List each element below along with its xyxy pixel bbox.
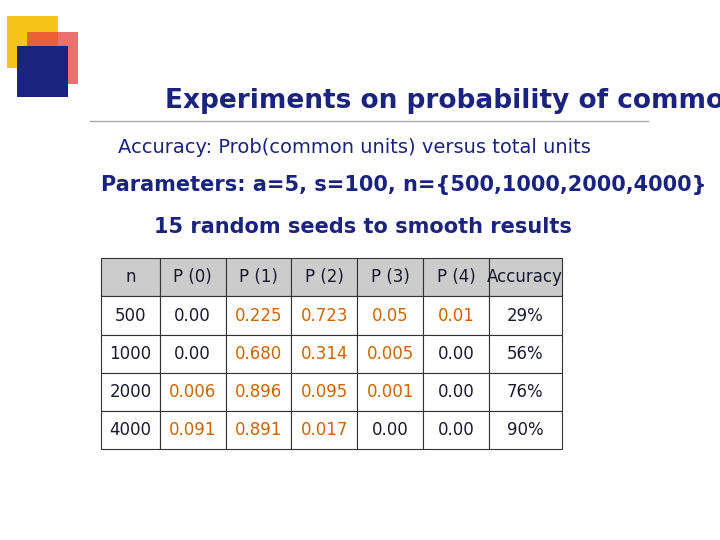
Bar xyxy=(101,373,160,411)
Bar xyxy=(357,373,423,411)
Text: 0.314: 0.314 xyxy=(301,345,348,363)
Bar xyxy=(292,296,357,335)
Text: 0.01: 0.01 xyxy=(438,307,474,325)
Text: P (3): P (3) xyxy=(371,268,410,286)
Bar xyxy=(423,258,489,296)
Bar xyxy=(101,335,160,373)
Bar xyxy=(225,296,292,335)
Text: 0.005: 0.005 xyxy=(366,345,414,363)
Text: 0.006: 0.006 xyxy=(169,383,216,401)
Bar xyxy=(160,258,225,296)
Bar xyxy=(292,411,357,449)
Bar xyxy=(160,296,225,335)
Text: 0.896: 0.896 xyxy=(235,383,282,401)
Bar xyxy=(489,373,562,411)
Text: 0.091: 0.091 xyxy=(169,421,216,439)
Text: 0.00: 0.00 xyxy=(438,383,474,401)
Text: 0.00: 0.00 xyxy=(174,307,211,325)
Bar xyxy=(357,411,423,449)
Text: Accuracy: Accuracy xyxy=(487,268,563,286)
Text: 2000: 2000 xyxy=(109,383,151,401)
Text: 1000: 1000 xyxy=(109,345,151,363)
Text: 29%: 29% xyxy=(507,307,544,325)
Bar xyxy=(225,258,292,296)
Bar xyxy=(423,411,489,449)
Bar xyxy=(160,373,225,411)
Bar xyxy=(489,258,562,296)
Bar xyxy=(160,335,225,373)
Text: 56%: 56% xyxy=(507,345,544,363)
Bar xyxy=(225,411,292,449)
Text: 0.723: 0.723 xyxy=(301,307,348,325)
Bar xyxy=(357,335,423,373)
Text: 0.095: 0.095 xyxy=(301,383,348,401)
Bar xyxy=(292,335,357,373)
Text: 90%: 90% xyxy=(507,421,544,439)
Bar xyxy=(101,411,160,449)
Text: 500: 500 xyxy=(114,307,146,325)
Bar xyxy=(357,296,423,335)
Text: 0.001: 0.001 xyxy=(366,383,414,401)
Text: 0.00: 0.00 xyxy=(438,345,474,363)
Bar xyxy=(292,258,357,296)
Bar xyxy=(489,335,562,373)
Text: 15 random seeds to smooth results: 15 random seeds to smooth results xyxy=(154,217,572,237)
Bar xyxy=(357,258,423,296)
Bar xyxy=(423,296,489,335)
Bar xyxy=(489,296,562,335)
Text: 0.891: 0.891 xyxy=(235,421,282,439)
Text: Accuracy: Prob(common units) versus total units: Accuracy: Prob(common units) versus tota… xyxy=(118,138,591,157)
Bar xyxy=(160,411,225,449)
Text: 0.00: 0.00 xyxy=(174,345,211,363)
Bar xyxy=(225,373,292,411)
Text: P (2): P (2) xyxy=(305,268,343,286)
Text: 0.017: 0.017 xyxy=(301,421,348,439)
Text: 0.05: 0.05 xyxy=(372,307,408,325)
Bar xyxy=(225,335,292,373)
Bar xyxy=(423,335,489,373)
Text: Parameters: a=5, s=100, n={500,1000,2000,4000}: Parameters: a=5, s=100, n={500,1000,2000… xyxy=(101,175,706,195)
Bar xyxy=(101,258,160,296)
Text: Experiments on probability of common a units: Experiments on probability of common a u… xyxy=(166,87,720,113)
Bar xyxy=(423,373,489,411)
Bar xyxy=(489,411,562,449)
Text: 4000: 4000 xyxy=(109,421,151,439)
Text: 76%: 76% xyxy=(507,383,544,401)
Text: n: n xyxy=(125,268,135,286)
Text: 0.680: 0.680 xyxy=(235,345,282,363)
Bar xyxy=(101,296,160,335)
Text: P (1): P (1) xyxy=(239,268,278,286)
Text: 0.225: 0.225 xyxy=(235,307,282,325)
Bar xyxy=(292,373,357,411)
Text: 0.00: 0.00 xyxy=(372,421,408,439)
Text: P (4): P (4) xyxy=(436,268,475,286)
Text: P (0): P (0) xyxy=(174,268,212,286)
Text: 0.00: 0.00 xyxy=(438,421,474,439)
